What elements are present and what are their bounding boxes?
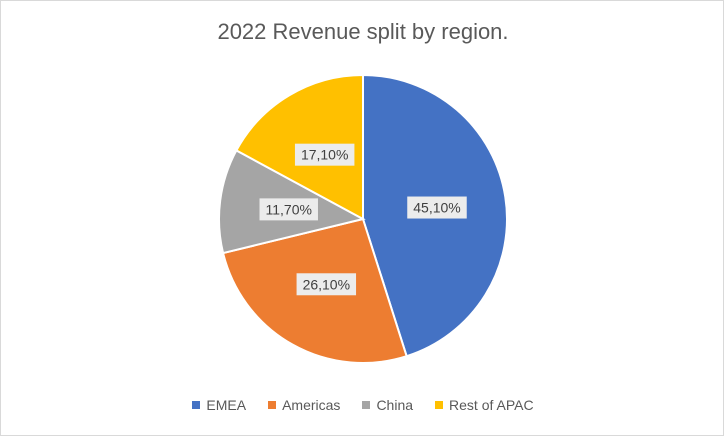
legend-item-americas: Americas bbox=[268, 397, 340, 413]
data-label-rest-of-apac: 17,10% bbox=[294, 143, 355, 166]
legend-swatch-americas bbox=[268, 401, 277, 409]
legend: EMEA Americas China Rest of APAC bbox=[1, 397, 724, 413]
legend-swatch-emea bbox=[192, 401, 201, 409]
legend-label-china: China bbox=[376, 397, 414, 413]
legend-label-rest-of-apac: Rest of APAC bbox=[449, 397, 534, 413]
svg-text:45,10%: 45,10% bbox=[413, 200, 460, 216]
data-label-emea: 45,10% bbox=[407, 196, 467, 219]
legend-item-emea: EMEA bbox=[192, 397, 246, 413]
legend-label-americas: Americas bbox=[282, 397, 341, 413]
svg-text:17,10%: 17,10% bbox=[301, 147, 348, 163]
svg-text:11,70%: 11,70% bbox=[266, 201, 312, 217]
legend-swatch-china bbox=[362, 401, 371, 409]
data-label-americas: 26,10% bbox=[296, 273, 357, 296]
legend-item-china: China bbox=[362, 397, 413, 413]
svg-text:26,10%: 26,10% bbox=[303, 276, 350, 292]
legend-label-emea: EMEA bbox=[206, 397, 247, 413]
legend-item-rest-of-apac: Rest of APAC bbox=[435, 397, 534, 413]
chart-title: 2022 Revenue split by region. bbox=[217, 19, 509, 44]
legend-swatch-rest-of-apac bbox=[435, 401, 444, 409]
data-label-china: 11,70% bbox=[259, 198, 318, 221]
